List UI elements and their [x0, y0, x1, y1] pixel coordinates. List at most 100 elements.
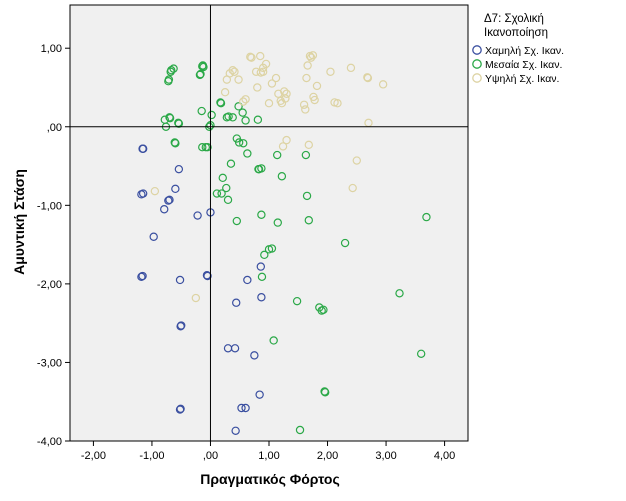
- data-point-low: [149, 232, 158, 241]
- data-point-high: [150, 186, 160, 196]
- data-point-low: [231, 426, 240, 435]
- data-point-high: [267, 79, 277, 88]
- y-tick-label: -4,00: [37, 436, 62, 448]
- legend-item-medium[interactable]: Μεσαία Σχ. Ικαν.: [472, 59, 563, 71]
- data-point-high: [271, 73, 281, 83]
- data-point-medium: [277, 172, 287, 181]
- data-point-medium: [241, 116, 250, 125]
- legend: Δ7: Σχολική Ικανοποίηση Χαμηλή Σχ. Ικαν.…: [472, 13, 564, 85]
- x-tick-label: -2,00: [81, 450, 106, 462]
- data-point-low: [203, 271, 212, 281]
- data-point-medium: [301, 150, 311, 160]
- data-point-medium: [232, 216, 242, 226]
- x-axis-title: Πραγματικός Φόρτος: [200, 471, 340, 487]
- data-point-low: [175, 275, 185, 285]
- data-point-medium: [254, 164, 264, 174]
- points-layer: [137, 51, 431, 435]
- y-tick-label: 1,00: [41, 43, 62, 55]
- x-tick-label: -1,00: [139, 450, 164, 462]
- data-point-medium: [257, 210, 266, 219]
- data-point-medium: [269, 336, 278, 345]
- data-point-low: [176, 404, 185, 413]
- data-point-low: [138, 189, 148, 198]
- data-point-high: [348, 183, 357, 193]
- data-point-low: [165, 195, 174, 205]
- data-point-high: [191, 293, 201, 303]
- plot-area: [69, 4, 469, 442]
- legend-item-high[interactable]: Υψηλή Σχ. Ικαν.: [472, 73, 560, 85]
- data-point-medium: [267, 244, 277, 253]
- data-point-medium: [203, 142, 212, 152]
- data-point-medium: [160, 115, 170, 124]
- data-point-high: [247, 53, 256, 62]
- data-point-low: [256, 262, 266, 271]
- data-point-high: [261, 59, 271, 69]
- data-point-high: [310, 95, 319, 105]
- data-point-medium: [212, 189, 222, 198]
- data-point-medium: [198, 142, 207, 152]
- data-point-medium: [395, 289, 404, 298]
- data-point-high: [230, 67, 239, 76]
- legend-label-medium: Μεσαία Σχ. Ικαν.: [485, 59, 562, 71]
- data-point-high: [308, 51, 318, 60]
- data-point-high: [301, 105, 310, 114]
- data-point-high: [312, 81, 322, 91]
- legend-item-low[interactable]: Χαμηλή Σχ. Ικαν.: [472, 45, 564, 57]
- data-point-high: [281, 94, 290, 103]
- data-point-medium: [164, 75, 174, 84]
- data-point-medium: [320, 388, 330, 397]
- y-axis-ticks: 1,00 ,00 -1,00 -2,00 -3,00 -4,00: [37, 43, 70, 448]
- data-point-medium: [224, 112, 233, 121]
- data-point-low: [174, 164, 184, 174]
- data-point-low: [177, 321, 186, 330]
- data-point-medium: [257, 272, 267, 282]
- data-point-low: [241, 403, 250, 413]
- x-axis-ticks: -2,00 -1,00 ,00 1,00 2,00 3,00 4,00: [81, 441, 455, 462]
- data-point-high: [282, 135, 291, 145]
- data-point-high: [258, 67, 268, 76]
- data-point-high: [256, 51, 265, 61]
- data-point-medium: [167, 66, 176, 75]
- x-tick-label: ,00: [203, 450, 218, 462]
- data-point-low: [230, 344, 240, 353]
- data-point-medium: [302, 191, 312, 201]
- legend-label-high: Υψηλή Σχ. Ικαν.: [485, 73, 559, 85]
- data-point-medium: [340, 238, 350, 248]
- data-point-medium: [234, 138, 244, 147]
- data-point-medium: [234, 102, 243, 111]
- data-point-high: [303, 61, 312, 70]
- data-point-medium: [272, 150, 282, 160]
- legend-title-line-1: Δ7: Σχολική: [484, 13, 544, 25]
- data-point-high: [304, 140, 313, 150]
- data-point-high: [346, 63, 356, 73]
- y-tick-label: -2,00: [37, 279, 62, 291]
- data-point-medium: [216, 98, 226, 108]
- data-point-low: [237, 403, 246, 413]
- data-point-high: [306, 53, 316, 62]
- data-point-medium: [239, 139, 248, 148]
- data-point-low: [193, 211, 202, 220]
- data-point-medium: [292, 296, 302, 306]
- data-point-high: [278, 142, 288, 151]
- data-point-medium: [197, 106, 206, 116]
- data-point-high: [299, 100, 309, 109]
- data-point-high: [264, 98, 274, 108]
- legend-marker-high: [472, 73, 482, 83]
- data-point-high: [326, 67, 335, 76]
- data-point-high: [378, 80, 388, 89]
- data-point-medium: [226, 159, 236, 168]
- data-point-low: [250, 351, 259, 360]
- data-point-medium: [253, 115, 263, 124]
- data-point-high: [302, 73, 311, 83]
- data-point-high: [363, 73, 373, 83]
- data-point-medium: [171, 139, 180, 148]
- data-point-medium: [207, 110, 216, 120]
- data-point-high: [333, 98, 342, 108]
- data-point-medium: [295, 425, 305, 435]
- data-point-medium: [243, 149, 252, 158]
- data-point-medium: [260, 250, 269, 260]
- data-point-medium: [228, 113, 237, 122]
- y-tick-label: ,00: [47, 122, 62, 134]
- data-point-low: [138, 144, 148, 153]
